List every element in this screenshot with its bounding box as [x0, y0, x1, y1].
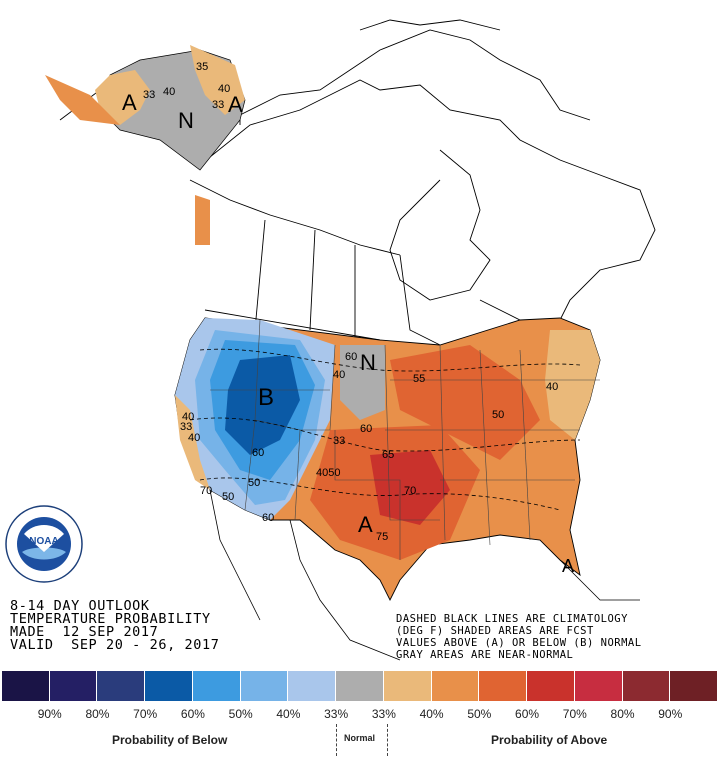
contour-label: 60	[345, 351, 357, 363]
notes-line-1: DASHED BLACK LINES ARE CLIMATOLOGY	[396, 613, 628, 625]
legend-swatch	[145, 671, 193, 701]
map-letter-n-2: N	[360, 350, 376, 375]
contour-label: 70	[200, 485, 212, 497]
legend-tick-label: 40%	[419, 707, 444, 721]
contour-label: 70	[404, 485, 416, 497]
legend-ticks: 90% 80% 70% 60% 50% 40% 33% 33% 40% 50% 60% 70% 80% 9…	[2, 707, 718, 721]
alaska-above-east	[190, 45, 245, 115]
legend-caption-below: Probability of Below	[112, 733, 228, 747]
midwest-above-60	[390, 345, 540, 460]
contour-label: 50	[222, 491, 234, 503]
map-letter-b: B	[258, 384, 274, 411]
legend-tick-label: 90%	[658, 707, 683, 721]
map-letter-n-1: N	[178, 108, 194, 133]
legend-tick-label: 33%	[324, 707, 349, 721]
legend-swatch	[527, 671, 575, 701]
title-line-2: TEMPERATURE PROBABILITY	[10, 611, 211, 627]
southern-plains-above-70	[370, 450, 450, 525]
contour-label: 40	[333, 369, 345, 381]
outlook-map: A A N B N A A 35 40 33 33 40 60 50 40 70…	[45, 19, 656, 661]
west-below-60	[225, 355, 300, 455]
legend-swatch	[670, 671, 719, 701]
legend-swatch	[479, 671, 528, 701]
contour-label: 55	[413, 373, 425, 385]
legend-swatch	[431, 671, 480, 701]
map-letter-a-4: A	[562, 556, 574, 576]
notes-line-4: GRAY AREAS ARE NEAR-NORMAL	[396, 649, 574, 661]
alaska-above-west	[95, 70, 150, 125]
outlook-title: 8-14 DAY OUTLOOK TEMPERATURE PROBABILITY M…	[10, 598, 220, 653]
legend-swatch	[622, 671, 671, 701]
normal-bracket	[336, 724, 388, 756]
contour-label: 40	[182, 411, 194, 423]
probability-legend	[2, 671, 719, 701]
map-letter-a-2: A	[228, 92, 243, 117]
climatology-lines	[189, 348, 581, 511]
legend-tick-label: 90%	[37, 707, 62, 721]
legend-swatch	[2, 671, 50, 701]
contour-label: 33	[180, 421, 192, 433]
map-letter-a-1: A	[122, 90, 137, 115]
contour-label: 75	[376, 531, 388, 543]
contour-label: 4050	[316, 467, 340, 479]
contour-label: 40	[163, 86, 175, 98]
contour-label: 33	[333, 435, 345, 447]
contour-labels: 35 40 33 33 40 60 50 40 70 40 50 60 33 4…	[143, 61, 558, 543]
contour-label: 60	[252, 447, 264, 459]
title-line-1: 8-14 DAY OUTLOOK	[10, 598, 150, 614]
contour-label: 50	[492, 409, 504, 421]
legend-caption-normal: Normal	[344, 733, 376, 743]
legend-swatch	[336, 671, 384, 701]
notes-line-3: VALUES ABOVE (A) OR BELOW (B) NORMAL	[396, 637, 642, 649]
legend-swatch	[49, 671, 98, 701]
contour-label: 33	[143, 89, 155, 101]
state-boundaries	[210, 319, 600, 560]
legend-tick-label: 80%	[610, 707, 635, 721]
north-plains-normal	[340, 345, 385, 420]
legend-tick-label: 60%	[180, 707, 205, 721]
legend-tick-label: 50%	[228, 707, 253, 721]
legend-swatch	[383, 671, 432, 701]
contour-label: 35	[196, 61, 208, 73]
title-line-3: MADE 12 SEP 2017	[10, 624, 159, 640]
legend-tick-label: 33%	[371, 707, 396, 721]
notes-line-2: (DEG F) SHADED AREAS ARE FCST	[396, 625, 594, 637]
contour-label: 40	[546, 381, 558, 393]
logo-text: NOAA	[29, 536, 58, 547]
legend-tick-label: 60%	[515, 707, 540, 721]
title-line-4: VALID SEP 20 - 26, 2017	[10, 637, 220, 653]
contour-label: 33	[212, 99, 224, 111]
legend-tick-label: 70%	[133, 707, 158, 721]
legend-swatch	[288, 671, 337, 701]
noaa-logo-icon: NOAA	[5, 505, 83, 583]
legend-tick-label: 40%	[276, 707, 301, 721]
legend-tick-label: 80%	[85, 707, 110, 721]
legend-swatch	[574, 671, 623, 701]
northeast-above-40	[545, 330, 600, 440]
contour-label: 60	[360, 423, 372, 435]
contour-label: 40	[188, 432, 200, 444]
legend-tick-label: 70%	[562, 707, 587, 721]
contour-label: 40	[218, 83, 230, 95]
map-letter-a-3: A	[358, 512, 373, 537]
california-coast-above	[175, 395, 210, 490]
legend-caption-above: Probability of Above	[491, 733, 608, 747]
contour-label: 60	[262, 512, 274, 524]
map-notes: DASHED BLACK LINES ARE CLIMATOLOGY (DEG F…	[396, 613, 642, 661]
legend-swatch	[97, 671, 146, 701]
contour-label: 65	[382, 449, 394, 461]
legend-tick-label: 50%	[467, 707, 492, 721]
legend-swatch	[240, 671, 289, 701]
base-outlines	[59, 19, 656, 346]
panhandle-above	[195, 195, 210, 245]
alaska-peninsula	[45, 75, 120, 125]
legend-swatch	[192, 671, 241, 701]
mexico-outline	[209, 489, 640, 661]
contour-label: 50	[248, 477, 260, 489]
